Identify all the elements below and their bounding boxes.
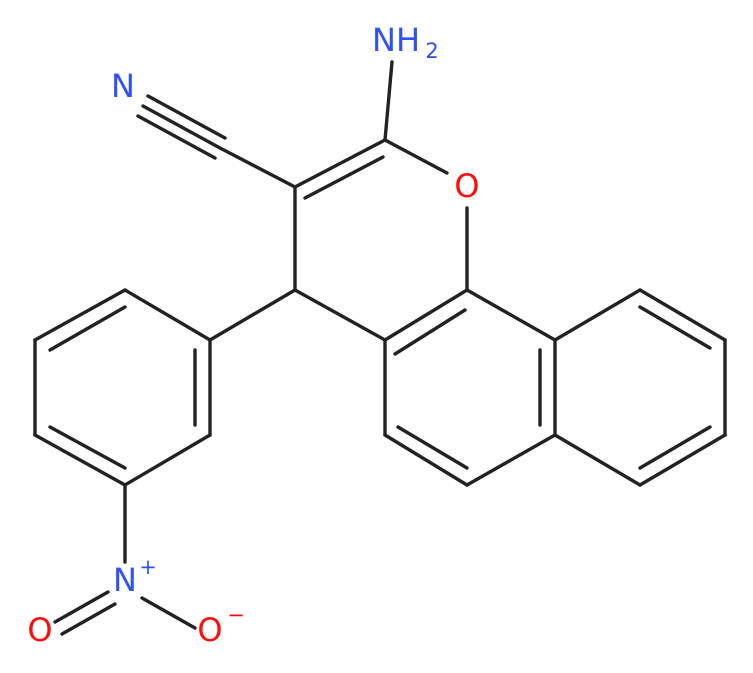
atom-charge: − bbox=[227, 603, 245, 627]
atom-label: NH bbox=[372, 21, 420, 59]
atom-label: O bbox=[197, 611, 222, 649]
atom-charge: + bbox=[139, 555, 157, 579]
atom-label: N bbox=[111, 67, 135, 105]
bonds bbox=[33, 60, 727, 636]
atom-label: O bbox=[454, 167, 479, 205]
atom-subscript: 2 bbox=[425, 39, 438, 63]
atom-label: N bbox=[113, 561, 137, 599]
atom-label: O bbox=[27, 611, 52, 649]
